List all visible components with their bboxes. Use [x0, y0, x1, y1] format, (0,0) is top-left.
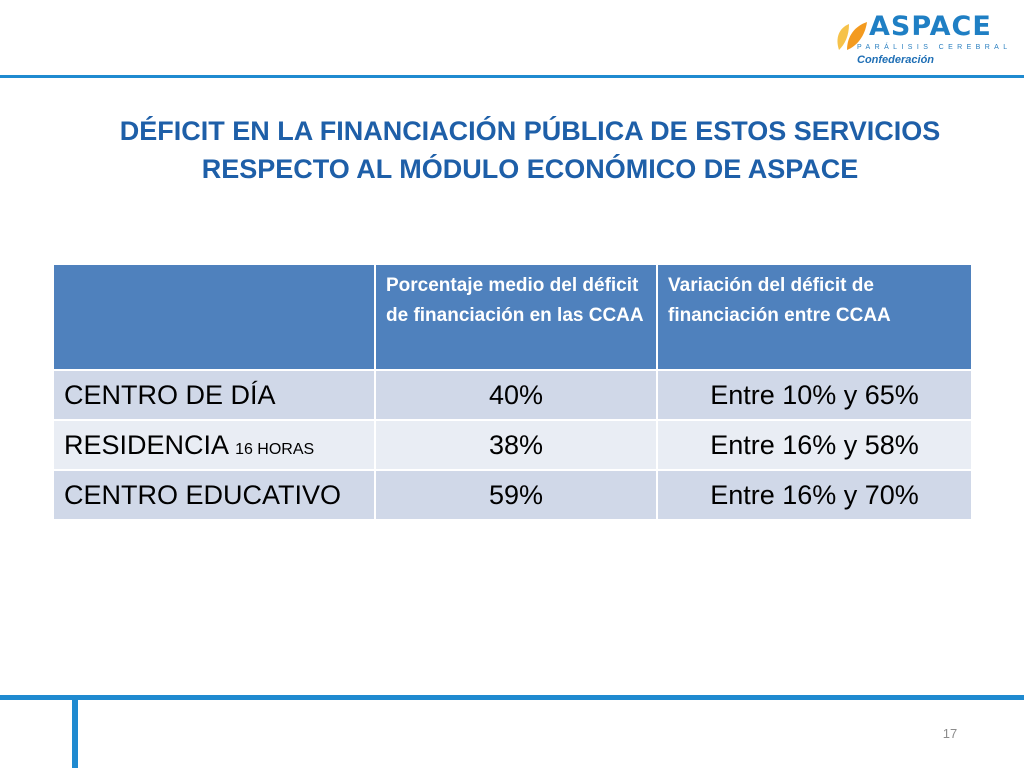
footer-vertical-bar: [72, 700, 78, 768]
slide-title-line-1: DÉFICIT EN LA FINANCIACIÓN PÚBLICA DE ES…: [119, 116, 941, 146]
row-range: Entre 10% y 65%: [656, 369, 973, 421]
row-range: Entre 16% y 70%: [656, 469, 973, 521]
header-empty-cell: [52, 263, 376, 371]
row-label-text: CENTRO DE DÍA: [64, 379, 276, 410]
table-row: CENTRO EDUCATIVO 59% Entre 16% y 70%: [52, 469, 973, 521]
slide-title: DÉFICIT EN LA FINANCIACIÓN PÚBLICA DE ES…: [80, 112, 980, 188]
row-average: 40%: [374, 369, 658, 421]
row-label-text: CENTRO EDUCATIVO: [64, 479, 342, 510]
row-range: Entre 16% y 58%: [656, 419, 973, 471]
top-divider: [0, 75, 1024, 78]
logo-subtitle: PARÁLISIS CEREBRAL: [857, 44, 1012, 51]
bottom-divider: [0, 695, 1024, 700]
row-label: CENTRO DE DÍA: [52, 369, 376, 421]
header-deficit-range: Variación del déficit de financiación en…: [656, 263, 973, 371]
table-row: CENTRO DE DÍA 40% Entre 10% y 65%: [52, 369, 973, 421]
row-average: 59%: [374, 469, 658, 521]
row-label: CENTRO EDUCATIVO: [52, 469, 376, 521]
row-label: RESIDENCIA 16 HORAS: [52, 419, 376, 471]
deficit-table: Porcentaje medio del déficit de financia…: [52, 263, 973, 521]
page-number: 17: [942, 726, 958, 741]
slide-title-line-2: RESPECTO AL MÓDULO ECONÓMICO DE ASPACE: [201, 154, 859, 184]
row-label-text: RESIDENCIA: [64, 429, 228, 460]
header-average-deficit: Porcentaje medio del déficit de financia…: [374, 263, 658, 371]
row-label-suffix: 16 HORAS: [235, 440, 315, 458]
row-average: 38%: [374, 419, 658, 471]
table-row: RESIDENCIA 16 HORAS 38% Entre 16% y 58%: [52, 419, 973, 471]
leaf-logo-icon: [837, 22, 867, 50]
logo-tagline: Confederación: [857, 54, 935, 66]
table-header-row: Porcentaje medio del déficit de financia…: [52, 263, 973, 371]
aspace-logo: ASPACE PARÁLISIS CEREBRAL Confederación: [833, 10, 1007, 68]
logo-wordmark: ASPACE: [869, 11, 992, 42]
